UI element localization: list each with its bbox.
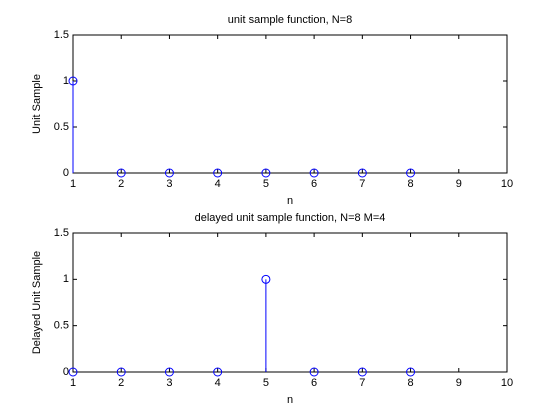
x-tick-label: 3: [166, 178, 172, 190]
stem: [406, 168, 416, 178]
stem-marker: [406, 367, 416, 377]
x-tick-label: 7: [359, 377, 365, 389]
x-tick-label: 2: [118, 178, 124, 190]
stem: [309, 367, 319, 377]
x-tick-label: 5: [263, 377, 269, 389]
y-tick-label: 0: [63, 167, 69, 179]
chart-title: unit sample function, N=8: [228, 14, 352, 26]
x-tick-label: 5: [263, 178, 269, 190]
stem: [68, 76, 78, 173]
axes: 1 2 3 4 5 6 7 8 9 10 0 0.5 1 1.5 unit sample function,…: [31, 14, 513, 207]
x-axis-label: n: [287, 394, 293, 406]
stem-marker: [357, 367, 367, 377]
stem-marker: [116, 367, 126, 377]
x-tick-label: 7: [359, 178, 365, 190]
x-axis-label: n: [287, 195, 293, 207]
x-tick-label: 10: [501, 178, 513, 190]
stem-marker: [164, 168, 174, 178]
stem: [406, 367, 416, 377]
stem: [164, 367, 174, 377]
axes: 1 2 3 4 5 6 7 8 9 10 0 0.5 1 1.5 delayed unit sample f…: [31, 212, 513, 406]
stem: [116, 168, 126, 178]
x-tick-label: 2: [118, 377, 124, 389]
stem-marker: [309, 168, 319, 178]
y-tick-label: 1: [63, 273, 69, 285]
y-tick-label: 0: [63, 366, 69, 378]
x-tick-label: 4: [215, 178, 221, 190]
x-tick-label: 8: [407, 377, 413, 389]
x-tick-label: 10: [501, 377, 513, 389]
stem-marker: [261, 274, 271, 284]
stem: [357, 168, 367, 178]
x-tick-label: 6: [311, 178, 317, 190]
stem-marker: [213, 367, 223, 377]
stem: [68, 367, 78, 377]
x-tick-label: 9: [456, 178, 462, 190]
stem: [261, 168, 271, 178]
x-tick-label: 9: [456, 377, 462, 389]
stem: [213, 168, 223, 178]
stem: [357, 367, 367, 377]
y-tick-label: 0.5: [54, 320, 69, 332]
stem-marker: [406, 168, 416, 178]
stem-marker: [213, 168, 223, 178]
stem-marker: [357, 168, 367, 178]
stem-marker: [309, 367, 319, 377]
x-tick-label: 6: [311, 377, 317, 389]
plot-area: [72, 34, 508, 174]
stem: [309, 168, 319, 178]
stem-marker: [164, 367, 174, 377]
stem-marker: [68, 76, 78, 86]
y-tick-label: 1: [63, 75, 69, 87]
y-tick-label: 1.5: [54, 29, 69, 41]
stem-marker: [68, 367, 78, 377]
stem: [164, 168, 174, 178]
chart-title: delayed unit sample function, N=8 M=4: [195, 212, 386, 224]
y-axis-label: Delayed Unit Sample: [31, 251, 43, 354]
stem: [213, 367, 223, 377]
x-tick-label: 1: [70, 178, 76, 190]
x-tick-label: 1: [70, 377, 76, 389]
stem: [261, 274, 271, 372]
y-tick-label: 1.5: [54, 227, 69, 239]
stem-marker: [116, 168, 126, 178]
stem: [116, 367, 126, 377]
x-tick-label: 8: [407, 178, 413, 190]
stem-marker: [261, 168, 271, 178]
y-axis-label: Unit Sample: [31, 74, 43, 134]
plot-area: [72, 232, 508, 373]
x-tick-label: 3: [166, 377, 172, 389]
y-tick-label: 0.5: [54, 121, 69, 133]
x-tick-label: 4: [215, 377, 221, 389]
